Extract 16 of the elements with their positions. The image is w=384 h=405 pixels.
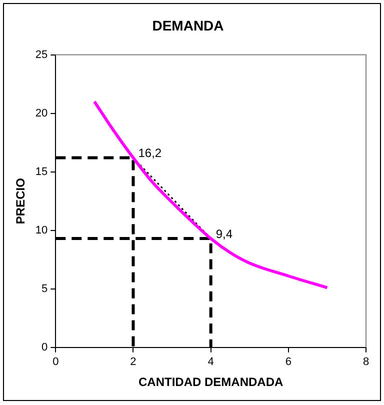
y-tick-label: 0: [42, 341, 48, 354]
x-tick-label: 8: [362, 356, 370, 368]
x-tick-label: 6: [285, 356, 292, 368]
y-axis-title: PRECIO: [14, 178, 28, 224]
x-tick-label: 0: [52, 356, 59, 368]
y-tick-label: 20: [35, 107, 48, 120]
annotation: 9,4: [216, 226, 233, 241]
x-tick-label: 4: [208, 356, 214, 368]
annotation: 16,2: [138, 146, 162, 160]
x-axis-title: CANTIDAD DEMANDADA: [138, 375, 284, 390]
x-tick-label: 2: [130, 356, 136, 368]
y-tick-label: 25: [35, 48, 48, 61]
y-tick-label: 15: [35, 166, 48, 178]
y-tick-label: 5: [42, 282, 48, 295]
y-tick-label: 10: [35, 224, 48, 236]
chart-title: DEMANDA: [152, 17, 224, 34]
